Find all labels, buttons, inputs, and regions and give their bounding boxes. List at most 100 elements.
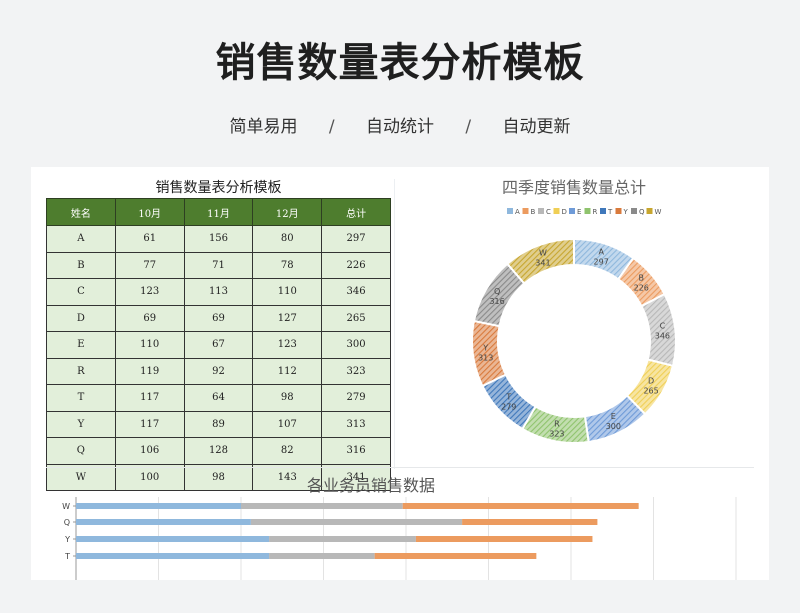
legend-swatch: [584, 208, 591, 214]
slice-value: 341: [535, 259, 550, 268]
slice-label: D: [648, 376, 654, 385]
table-cell[interactable]: 61: [114, 225, 185, 253]
legend-swatch: [522, 208, 529, 214]
column-header: 总计: [321, 198, 391, 226]
bar-segment[interactable]: [76, 519, 251, 525]
table-cell[interactable]: 119: [114, 357, 185, 385]
table-cell[interactable]: 156: [183, 225, 254, 253]
bar-segment[interactable]: [269, 536, 416, 542]
table-cell[interactable]: 313: [321, 410, 391, 438]
table-cell[interactable]: Q: [46, 437, 116, 465]
bar-segment[interactable]: [76, 503, 241, 509]
table-cell[interactable]: 110: [252, 278, 323, 306]
table-cell[interactable]: 117: [114, 384, 185, 412]
table-cell[interactable]: C: [46, 278, 116, 306]
table-cell[interactable]: 80: [252, 225, 323, 253]
table-cell[interactable]: 265: [321, 304, 391, 332]
table-cell[interactable]: E: [46, 331, 116, 359]
table-cell[interactable]: 279: [321, 384, 391, 412]
table-cell[interactable]: 110: [114, 331, 185, 359]
table-cell[interactable]: 226: [321, 251, 391, 279]
table-row: T 117 64 98 279: [46, 384, 391, 412]
bar-segment[interactable]: [269, 553, 375, 559]
legend-label: E: [577, 208, 581, 216]
sales-table: 姓名 10月 11月 12月 总计 A 61 156 80 297 B 77 71 78 226 C 123 1…: [46, 198, 391, 491]
slice-label: C: [660, 322, 666, 331]
slice-value: 316: [489, 297, 504, 306]
table-cell[interactable]: D: [46, 304, 116, 332]
bar-segment[interactable]: [415, 536, 593, 542]
slice-label: B: [639, 274, 645, 283]
table-cell[interactable]: 316: [321, 437, 391, 465]
category-tick-label: T: [64, 552, 70, 561]
bar-segment[interactable]: [241, 503, 403, 509]
table-row: A 61 156 80 297: [46, 225, 391, 253]
table-row: C 123 113 110 346: [46, 278, 391, 306]
bar-segment[interactable]: [374, 553, 537, 559]
table-cell[interactable]: 117: [114, 410, 185, 438]
category-tick-label: Y: [64, 535, 70, 544]
donut-slice[interactable]: [505, 237, 575, 285]
table-cell[interactable]: 98: [183, 463, 254, 491]
table-cell[interactable]: 123: [114, 278, 185, 306]
slice-value: 265: [643, 386, 658, 395]
legend-label: B: [531, 208, 536, 216]
bar-segment[interactable]: [76, 536, 270, 542]
table-cell[interactable]: 67: [183, 331, 254, 359]
table-cell[interactable]: 92: [183, 357, 254, 385]
table-header-row: 姓名 10月 11月 12月 总计: [46, 198, 391, 226]
legend-label: R: [593, 208, 598, 216]
table-cell[interactable]: 123: [252, 331, 323, 359]
bar-segment[interactable]: [462, 519, 598, 525]
table-cell[interactable]: R: [46, 357, 116, 385]
table-row: D 69 69 127 265: [46, 304, 391, 332]
table-cell[interactable]: 341: [321, 463, 391, 491]
table-cell[interactable]: 113: [183, 278, 254, 306]
table-cell[interactable]: 300: [321, 331, 391, 359]
table-cell[interactable]: T: [46, 384, 116, 412]
separator: /: [328, 117, 335, 137]
bar-segment[interactable]: [402, 503, 639, 509]
table-cell[interactable]: 127: [252, 304, 323, 332]
table-cell[interactable]: B: [46, 251, 116, 279]
category-tick-label: Q: [64, 518, 70, 527]
table-cell[interactable]: 112: [252, 357, 323, 385]
table-cell[interactable]: 82: [252, 437, 323, 465]
bar-segment[interactable]: [250, 519, 463, 525]
table-cell[interactable]: 143: [252, 463, 323, 491]
table-cell[interactable]: 71: [183, 251, 254, 279]
table-cell[interactable]: 107: [252, 410, 323, 438]
separator: /: [465, 117, 472, 137]
column-header: 姓名: [46, 198, 116, 226]
slice-label: Y: [482, 344, 488, 353]
table-cell[interactable]: W: [46, 463, 116, 491]
table-cell[interactable]: 128: [183, 437, 254, 465]
table-cell[interactable]: 78: [252, 251, 323, 279]
table-cell[interactable]: Y: [46, 410, 116, 438]
table-cell[interactable]: 64: [183, 384, 254, 412]
table-cell[interactable]: 69: [114, 304, 185, 332]
legend-swatch: [615, 208, 622, 214]
table-title: 销售数量表分析模板: [155, 180, 282, 196]
table-cell[interactable]: 77: [114, 251, 185, 279]
chart-title: 四季度销售数量总计: [502, 178, 646, 197]
table-cell[interactable]: 297: [321, 225, 391, 253]
table-cell[interactable]: 98: [252, 384, 323, 412]
slice-label: T: [505, 393, 511, 402]
legend-label: T: [607, 208, 613, 216]
slice-value: 279: [501, 403, 516, 412]
table-cell[interactable]: A: [46, 225, 116, 253]
feature-list: 简单易用 / 自动统计 / 自动更新: [0, 112, 800, 137]
table-cell[interactable]: 69: [183, 304, 254, 332]
bar-segment[interactable]: [76, 553, 270, 559]
table-cell[interactable]: 323: [321, 357, 391, 385]
table-cell[interactable]: 346: [321, 278, 391, 306]
table-row: Y 117 89 107 313: [46, 410, 391, 438]
table-cell[interactable]: 89: [183, 410, 254, 438]
legend-swatch: [507, 208, 513, 214]
slice-label: R: [554, 419, 560, 428]
table-cell[interactable]: 106: [114, 437, 185, 465]
table-row: R 119 92 112 323: [46, 357, 391, 385]
